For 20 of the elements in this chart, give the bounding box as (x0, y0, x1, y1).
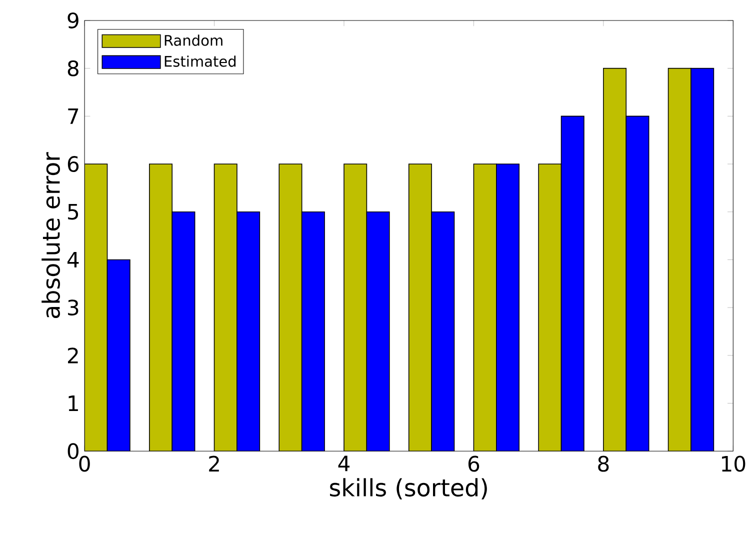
y-tick-label: 1 (68, 396, 78, 411)
y-tick-label: 5 (68, 204, 78, 220)
x-tick-label: 6 (468, 456, 480, 472)
x-tick-label: 2 (209, 456, 219, 472)
y-tick-label: 4 (67, 252, 79, 268)
y-tick-label: 9 (68, 12, 78, 28)
x-tick-label: 8 (598, 456, 609, 472)
x-tick-label: 4 (338, 456, 350, 472)
y-tick-label: 8 (68, 60, 78, 76)
legend-label: Estimated (164, 56, 236, 67)
x-axis-title: skills (sorted) (330, 478, 487, 500)
y-tick-label: 2 (68, 348, 78, 364)
legend-label: Random (164, 34, 222, 46)
x-tick-label: 10 (722, 456, 746, 472)
y-tick-label: 3 (68, 300, 78, 316)
y-axis-title: absolute error (42, 152, 60, 318)
y-tick-label: 6 (68, 156, 79, 172)
y-tick-label: 7 (68, 108, 78, 124)
y-tick-label: 0 (68, 443, 78, 460)
x-tick-label: 0 (79, 456, 90, 472)
